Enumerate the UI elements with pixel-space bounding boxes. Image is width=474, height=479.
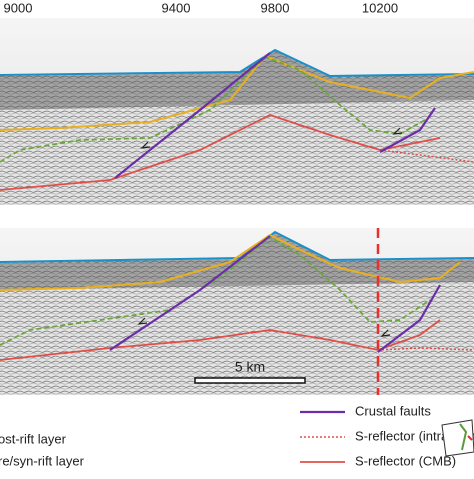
legend-label: re/syn-rift layer xyxy=(0,453,85,468)
legend: ost-rift layer re/syn-rift layer Crustal… xyxy=(0,403,474,468)
tick-label: 9800 xyxy=(261,0,290,15)
tick-label: 10200 xyxy=(362,0,398,15)
tick-label: 9400 xyxy=(162,0,191,15)
legend-label: Crustal faults xyxy=(355,403,431,418)
top-axis: 9000 9400 9800 10200 xyxy=(4,0,398,23)
scale-bar: 5 km xyxy=(194,359,306,384)
legend-label: S-reflector (CMB) xyxy=(355,453,456,468)
legend-label: ost-rift layer xyxy=(0,431,67,446)
scale-label: 5 km xyxy=(235,359,265,375)
seismic-panel-bottom xyxy=(0,228,474,395)
tick-label: 9000 xyxy=(4,0,33,15)
seismic-panel-top xyxy=(0,18,474,205)
location-icon xyxy=(441,419,474,457)
